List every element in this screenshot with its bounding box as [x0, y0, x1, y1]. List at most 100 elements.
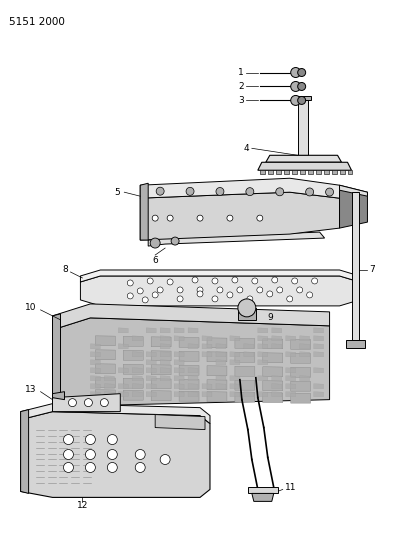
Polygon shape — [299, 368, 309, 373]
Circle shape — [177, 287, 183, 293]
Circle shape — [197, 291, 202, 297]
Polygon shape — [234, 380, 254, 390]
Circle shape — [290, 82, 300, 92]
Polygon shape — [146, 392, 156, 397]
Polygon shape — [285, 328, 295, 333]
Polygon shape — [271, 392, 281, 397]
Circle shape — [127, 293, 133, 299]
Polygon shape — [123, 364, 143, 374]
Text: 12: 12 — [76, 501, 88, 510]
Polygon shape — [257, 344, 267, 349]
Circle shape — [197, 215, 202, 221]
Circle shape — [290, 95, 300, 106]
Polygon shape — [174, 352, 184, 357]
Polygon shape — [20, 410, 29, 494]
Polygon shape — [313, 384, 323, 389]
Polygon shape — [257, 352, 267, 357]
Polygon shape — [251, 494, 273, 502]
Circle shape — [160, 455, 170, 464]
Polygon shape — [202, 384, 211, 389]
Polygon shape — [118, 328, 128, 333]
Circle shape — [137, 288, 143, 294]
Circle shape — [297, 83, 305, 91]
Polygon shape — [207, 338, 226, 348]
Polygon shape — [265, 155, 341, 162]
Polygon shape — [118, 384, 128, 389]
Circle shape — [256, 215, 262, 221]
Circle shape — [211, 278, 218, 284]
Polygon shape — [80, 276, 359, 306]
Circle shape — [152, 215, 158, 221]
Circle shape — [266, 291, 272, 297]
Polygon shape — [285, 368, 295, 373]
Polygon shape — [188, 376, 198, 381]
Polygon shape — [202, 336, 211, 341]
Polygon shape — [146, 368, 156, 373]
Polygon shape — [118, 376, 128, 381]
Polygon shape — [323, 170, 328, 174]
Text: 11: 11 — [284, 483, 296, 492]
Text: 7: 7 — [369, 265, 374, 274]
Polygon shape — [174, 384, 184, 389]
Circle shape — [85, 434, 95, 445]
Polygon shape — [148, 232, 324, 246]
Circle shape — [107, 463, 117, 472]
Polygon shape — [160, 384, 170, 389]
Circle shape — [197, 287, 202, 293]
Polygon shape — [90, 352, 100, 357]
Circle shape — [231, 277, 237, 283]
Polygon shape — [123, 390, 143, 400]
Circle shape — [135, 449, 145, 459]
Polygon shape — [290, 381, 310, 391]
Circle shape — [150, 238, 160, 248]
Polygon shape — [285, 344, 295, 349]
Polygon shape — [216, 376, 225, 381]
Polygon shape — [216, 368, 225, 373]
Polygon shape — [290, 353, 310, 364]
Polygon shape — [151, 337, 171, 347]
Polygon shape — [104, 352, 114, 357]
Polygon shape — [262, 381, 282, 391]
Polygon shape — [275, 170, 280, 174]
Polygon shape — [146, 352, 156, 357]
Polygon shape — [151, 379, 171, 389]
Circle shape — [311, 278, 317, 284]
Polygon shape — [299, 360, 309, 365]
Polygon shape — [118, 360, 128, 365]
Polygon shape — [216, 344, 225, 349]
Circle shape — [171, 237, 179, 245]
Polygon shape — [237, 308, 255, 320]
Circle shape — [107, 449, 117, 459]
Polygon shape — [315, 170, 320, 174]
Polygon shape — [331, 170, 336, 174]
Circle shape — [226, 215, 232, 221]
Polygon shape — [271, 328, 281, 333]
Circle shape — [325, 188, 333, 196]
Text: 6: 6 — [152, 255, 157, 264]
Polygon shape — [339, 185, 366, 196]
Circle shape — [107, 434, 117, 445]
Polygon shape — [179, 391, 198, 401]
Polygon shape — [207, 352, 226, 362]
Polygon shape — [271, 384, 281, 389]
Polygon shape — [140, 178, 339, 198]
Polygon shape — [216, 336, 225, 341]
Circle shape — [297, 69, 305, 77]
Polygon shape — [271, 376, 281, 381]
Polygon shape — [290, 340, 310, 349]
Polygon shape — [299, 336, 309, 341]
Polygon shape — [202, 328, 211, 333]
Polygon shape — [174, 392, 184, 397]
Polygon shape — [140, 192, 339, 240]
Circle shape — [237, 299, 255, 317]
Polygon shape — [95, 350, 115, 360]
Polygon shape — [179, 379, 198, 389]
Polygon shape — [262, 339, 282, 349]
Polygon shape — [202, 392, 211, 397]
Polygon shape — [267, 170, 272, 174]
Polygon shape — [229, 368, 239, 373]
Polygon shape — [262, 367, 282, 377]
Circle shape — [167, 215, 173, 221]
Text: 3: 3 — [237, 96, 243, 105]
Polygon shape — [247, 487, 277, 494]
